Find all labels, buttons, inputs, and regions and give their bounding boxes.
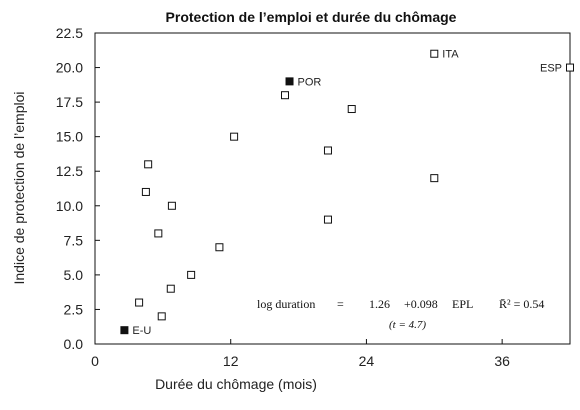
data-point-ita [430, 49, 439, 58]
point-label-ita: ITA [442, 49, 459, 61]
data-point [154, 229, 163, 238]
data-point [323, 215, 332, 224]
data-point [430, 174, 439, 183]
data-point [166, 284, 175, 293]
y-tick-label: 7.5 [64, 232, 84, 248]
x-tick-label: 0 [91, 353, 99, 369]
y-axis-label: Indice de protection de l’emploi [11, 91, 27, 284]
y-tick-label: 22.5 [56, 25, 83, 41]
y-axis: 0.0 2.5 5.0 7.5 10.0 12.5 15.0 17.5 20.0 22.5 [56, 25, 100, 352]
data-point [347, 105, 356, 114]
t-statistic: (t = 4.7) [389, 319, 426, 331]
data-points [120, 49, 574, 335]
data-point-esp [566, 63, 574, 72]
plot-frame [94, 32, 571, 345]
equation-variable: EPL [452, 297, 473, 311]
equation-lhs: log duration [257, 297, 315, 311]
y-tick-label: 12.5 [56, 163, 83, 179]
y-tick-label: 10.0 [56, 198, 83, 214]
equation-slope: +0.098 [404, 297, 438, 311]
r-squared: R̄² = 0.54 [499, 297, 544, 311]
point-label-esp: ESP [540, 63, 562, 75]
y-tick-label: 5.0 [64, 267, 84, 283]
data-point [230, 132, 239, 141]
point-label-e-u: E-U [132, 325, 151, 337]
y-tick-label: 20.0 [56, 60, 83, 76]
x-axis: 0 12 24 36 [91, 339, 510, 369]
data-point [281, 91, 289, 100]
y-tick-label: 17.5 [56, 94, 83, 110]
point-labels: E-U POR ITA ESP [132, 49, 562, 337]
regression-annotation: log duration = 1.26 +0.098 EPL R̄² = 0.5… [257, 297, 544, 331]
y-tick-label: 15.0 [56, 129, 83, 145]
y-tick-label: 0.0 [64, 336, 84, 352]
y-tick-label: 2.5 [64, 301, 84, 317]
data-point [187, 270, 196, 279]
x-tick-label: 36 [494, 353, 510, 369]
data-point [135, 298, 144, 307]
x-axis-label: Durée du chômage (mois) [155, 376, 317, 392]
data-point [323, 146, 332, 155]
data-point-e-u [120, 326, 129, 335]
data-point [141, 187, 150, 196]
chart-title: Protection de l’emploi et durée du chôma… [166, 9, 457, 25]
equation-equals: = [337, 297, 344, 311]
data-point [144, 160, 153, 169]
data-point [215, 243, 224, 252]
equation-intercept: 1.26 [369, 297, 390, 311]
data-point [157, 312, 166, 321]
x-tick-label: 24 [359, 353, 375, 369]
data-point [167, 201, 176, 210]
x-tick-label: 12 [223, 353, 239, 369]
data-point-por [285, 77, 294, 86]
point-label-por: POR [298, 76, 322, 88]
